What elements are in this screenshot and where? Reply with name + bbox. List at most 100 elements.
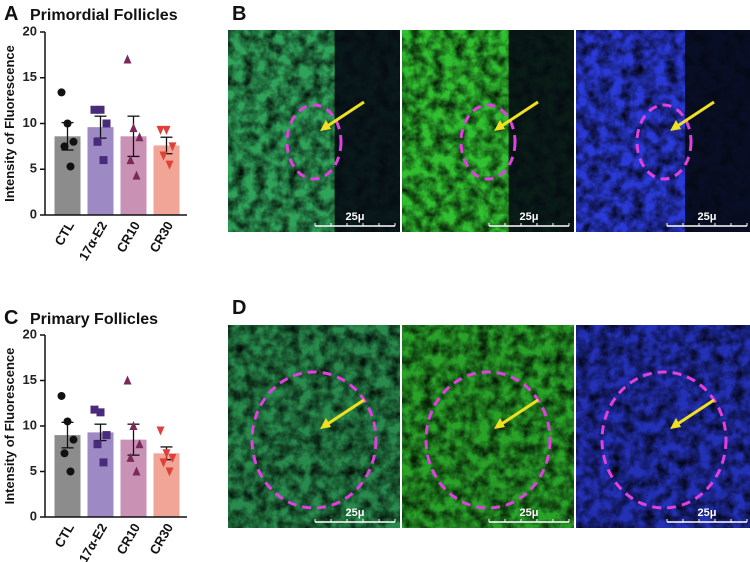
- y-tick-label: 0: [30, 206, 37, 221]
- bar: [153, 145, 180, 215]
- data-point: [60, 142, 69, 151]
- data-point: [132, 466, 141, 476]
- data-point: [123, 54, 132, 64]
- data-point: [93, 440, 102, 449]
- y-axis-label: Intensity of Fluorescence: [2, 348, 17, 505]
- chart-title: Primary Follicles: [30, 311, 158, 328]
- bar: [153, 453, 180, 517]
- image-dark: [576, 325, 750, 528]
- scale-label: 25μ: [698, 507, 717, 519]
- x-tick-label: CR30: [146, 521, 176, 557]
- scale-label: 25μ: [346, 211, 365, 223]
- panel-letter: B: [232, 3, 246, 25]
- data-point: [165, 160, 174, 170]
- arrowhead: [670, 418, 681, 429]
- data-point: [162, 449, 171, 459]
- data-point: [123, 375, 132, 385]
- scale-label: 25μ: [698, 211, 717, 223]
- panel-letter: D: [232, 297, 246, 319]
- y-tick-label: 5: [30, 463, 37, 478]
- chart-title: Primordial Follicles: [30, 7, 178, 24]
- panel-letter: C: [4, 307, 18, 329]
- x-tick-label: CR30: [146, 219, 176, 255]
- x-tick-label: 17α-E2: [76, 219, 110, 263]
- bar: [54, 435, 81, 517]
- y-tick-label: 10: [23, 417, 37, 432]
- arrow: [499, 398, 539, 427]
- data-point: [99, 156, 108, 165]
- arrow: [675, 100, 715, 129]
- panel-letter: A: [4, 3, 18, 25]
- data-point: [168, 453, 177, 463]
- data-point: [96, 105, 105, 114]
- image-dark: [228, 325, 400, 528]
- y-tick-label: 20: [23, 23, 37, 38]
- x-tick-label: CTL: [51, 219, 77, 248]
- image-dark: [334, 30, 400, 232]
- data-point: [135, 439, 144, 449]
- roi-circle: [459, 103, 517, 181]
- data-point: [63, 119, 72, 128]
- arrow: [499, 100, 539, 129]
- data-point: [126, 452, 135, 462]
- arrowhead: [494, 120, 505, 131]
- image-texture: [576, 325, 750, 528]
- data-point: [159, 151, 168, 161]
- data-point: [60, 449, 69, 458]
- image-dark: [685, 30, 750, 232]
- y-axis-label: Intensity of Fluorescence: [2, 45, 17, 202]
- y-tick-label: 5: [30, 161, 37, 176]
- data-point: [93, 137, 102, 146]
- data-point: [102, 119, 111, 128]
- data-point: [63, 417, 72, 426]
- x-tick-label: CTL: [51, 521, 77, 550]
- scale-label: 25μ: [520, 507, 539, 519]
- scale-label: 25μ: [520, 211, 539, 223]
- data-point: [69, 435, 78, 444]
- data-point: [165, 467, 174, 477]
- arrow: [325, 398, 365, 427]
- roi-circle: [424, 370, 552, 510]
- data-point: [159, 458, 168, 468]
- data-point: [162, 125, 171, 135]
- arrowhead: [320, 418, 331, 429]
- y-tick-label: 10: [23, 115, 37, 130]
- scale-label: 25μ: [346, 507, 365, 519]
- y-tick-label: 20: [23, 326, 37, 341]
- arrow: [675, 398, 715, 427]
- data-point: [57, 88, 66, 97]
- data-point: [129, 123, 138, 133]
- image-texture: [402, 325, 574, 528]
- data-point: [129, 421, 138, 430]
- data-point: [66, 162, 75, 171]
- y-tick-label: 15: [23, 69, 37, 84]
- data-point: [57, 391, 66, 400]
- data-point: [102, 431, 111, 440]
- roi-circle: [600, 370, 728, 510]
- data-point: [156, 125, 165, 135]
- y-tick-label: 15: [23, 372, 37, 387]
- data-point: [156, 426, 165, 436]
- x-tick-label: CR10: [113, 521, 143, 557]
- x-tick-label: CR10: [113, 219, 143, 255]
- image-dark: [508, 30, 574, 232]
- arrowhead: [494, 418, 505, 429]
- data-point: [66, 467, 75, 476]
- roi-circle: [635, 103, 693, 181]
- data-point: [126, 155, 135, 165]
- x-tick-label: 17α-E2: [76, 521, 110, 562]
- arrowhead: [320, 120, 331, 131]
- data-point: [132, 170, 141, 180]
- data-point: [168, 142, 177, 152]
- data-point: [135, 132, 144, 142]
- data-point: [99, 458, 108, 467]
- image-dark: [402, 325, 574, 528]
- data-point: [90, 405, 99, 414]
- data-point: [69, 137, 78, 146]
- data-point: [90, 105, 99, 114]
- data-point: [96, 408, 105, 417]
- arrowhead: [670, 120, 681, 131]
- image-texture: [228, 325, 400, 528]
